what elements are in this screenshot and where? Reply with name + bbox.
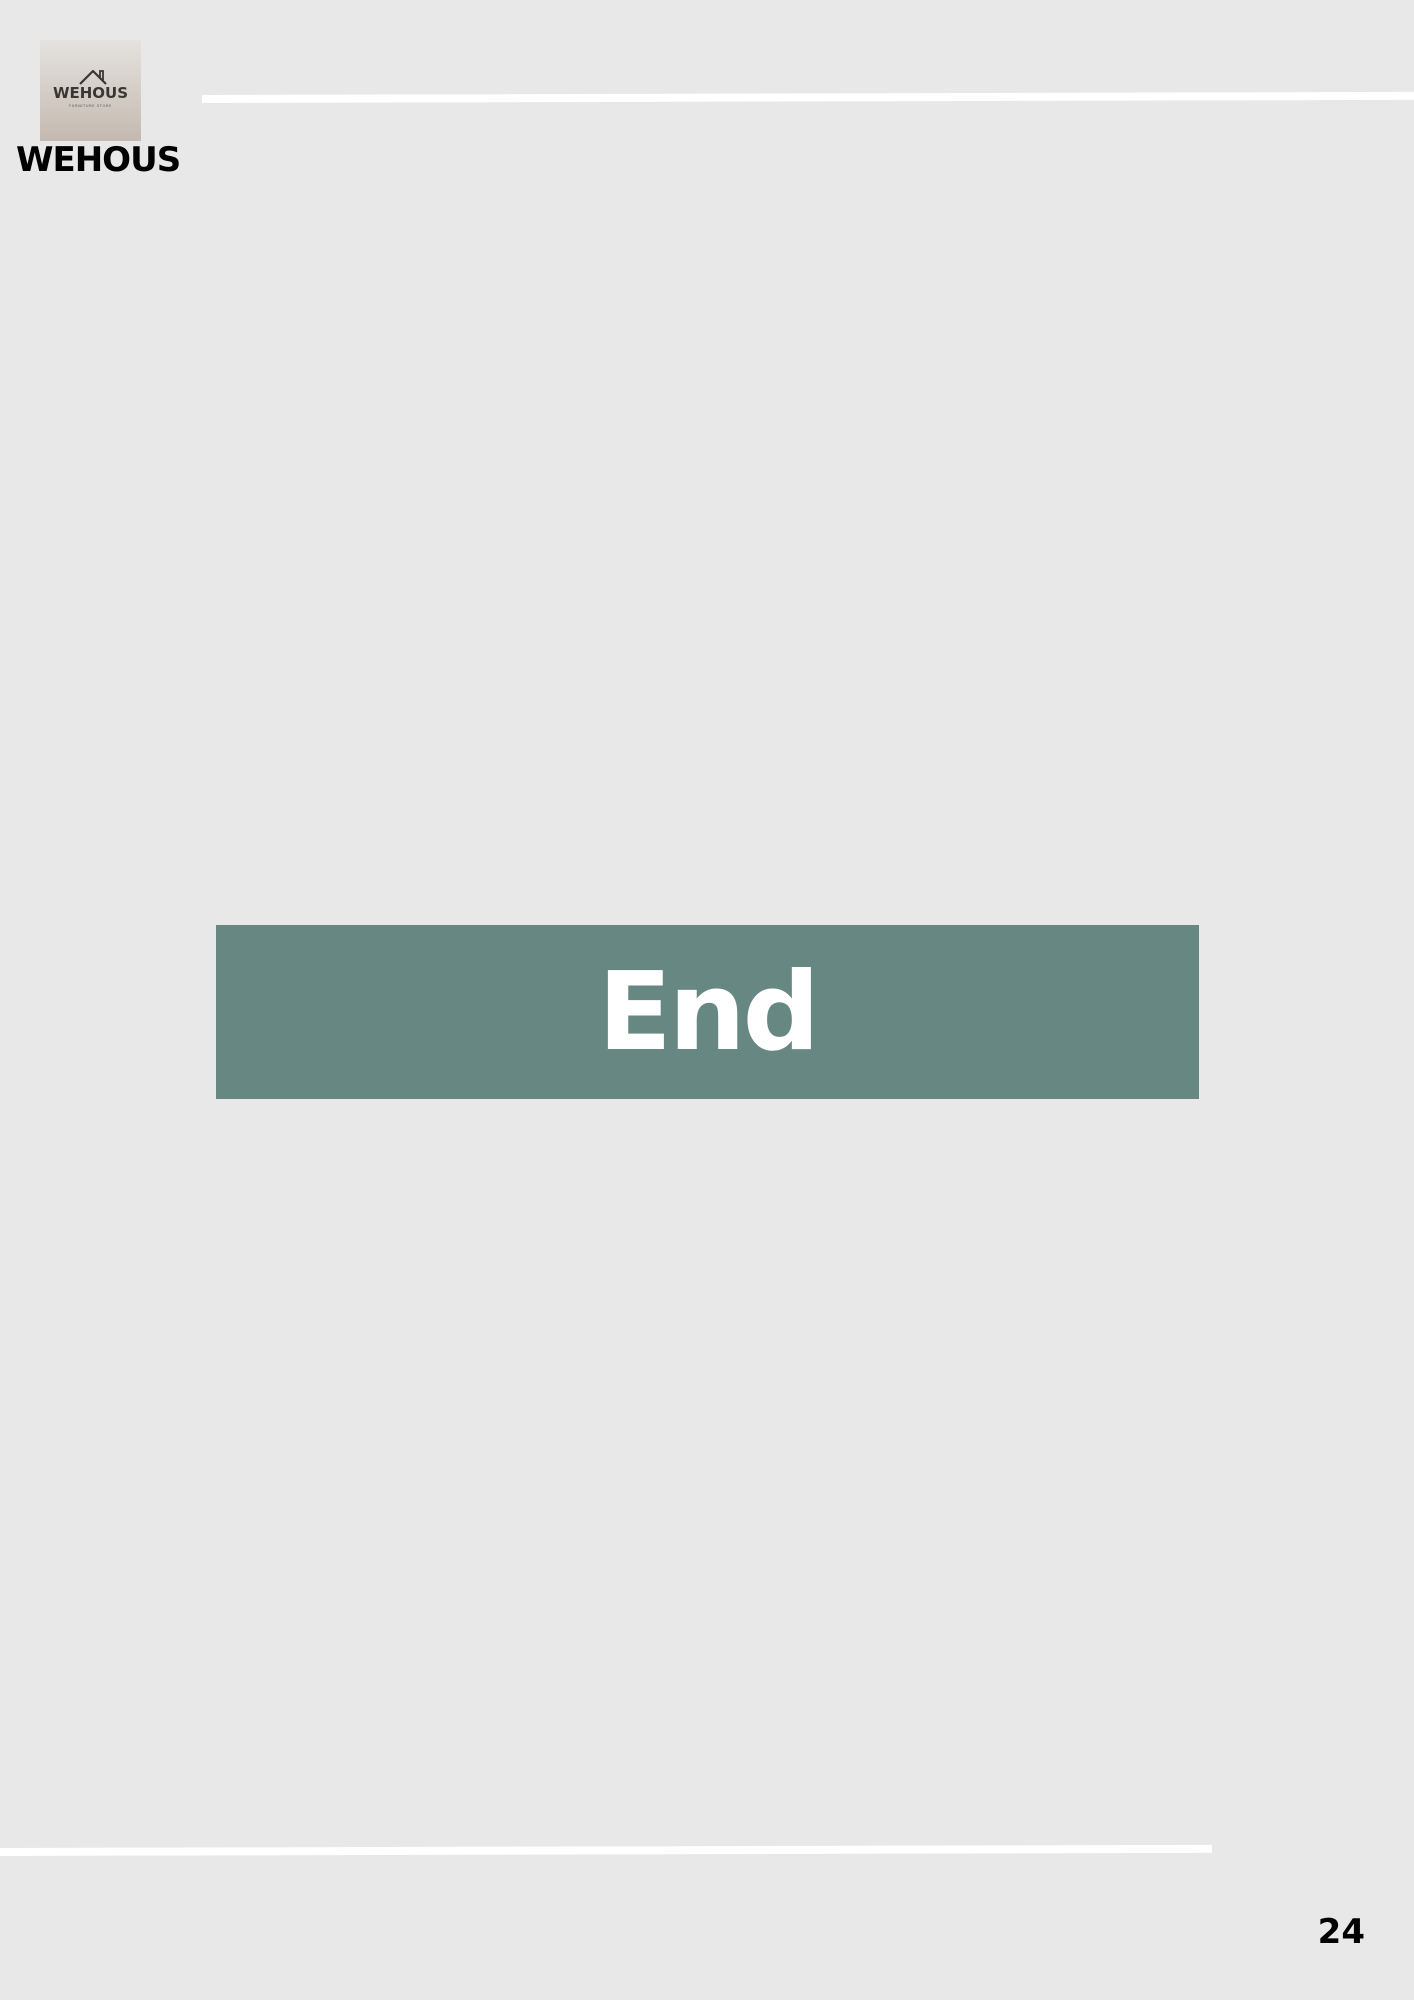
top-rule-line [201, 91, 1414, 103]
logo-wordmark: WEHOUS [53, 84, 128, 102]
brand-name: WEHOUS [16, 140, 181, 180]
house-icon: WEHOUS FURNITURE STORE [53, 69, 128, 108]
end-title: End [598, 949, 820, 1075]
bottom-rule-line [0, 1844, 1213, 1856]
logo-tagline: FURNITURE STORE [69, 104, 112, 108]
end-banner: End [216, 925, 1199, 1099]
page-number: 24 [1317, 1912, 1365, 1952]
brand-logo: WEHOUS FURNITURE STORE [40, 40, 141, 141]
